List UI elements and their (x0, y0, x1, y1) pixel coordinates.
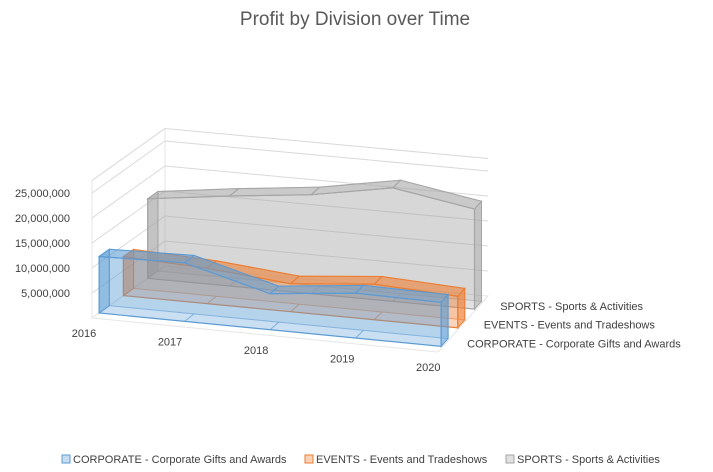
series-top-segment (268, 284, 365, 295)
y-tick-label: 10,000,000 (15, 263, 70, 275)
y-tick-label: 20,000,000 (15, 213, 70, 225)
depth-axis-label: SPORTS - Sports & Activities (500, 301, 643, 313)
y-tick-label: 15,000,000 (15, 238, 70, 250)
series-right-cap (457, 287, 466, 330)
series-0 (97, 248, 450, 348)
depth-axis: SPORTS - Sports & Activities EVENTS - Eve… (467, 301, 681, 350)
legend-item[interactable]: SPORTS - Sports & Activities (505, 454, 660, 466)
depth-axis-label: CORPORATE - Corporate Gifts and Awards (467, 338, 681, 350)
legend-label: EVENTS - Events and Tradeshows (316, 454, 488, 466)
series-right-cap (440, 293, 449, 348)
y-tick-label: 5,000,000 (21, 288, 70, 300)
series-divider (206, 295, 217, 305)
x-tick-label: 2018 (244, 345, 268, 357)
y-tick-label: 25,000,000 (15, 188, 70, 200)
chart-title: Profit by Division over Time (240, 9, 470, 30)
x-tick-label: 2019 (330, 353, 354, 365)
series-divider (373, 311, 383, 321)
legend-label: SPORTS - Sports & Activities (517, 454, 660, 466)
legend-swatch (304, 454, 314, 464)
series-layer (97, 179, 483, 348)
legend-item[interactable]: CORPORATE - Corporate Gifts and Awards (61, 454, 287, 466)
x-tick-label: 2017 (158, 336, 182, 348)
series-divider (269, 321, 280, 331)
legend-swatch (505, 454, 515, 464)
x-tick-label: 2020 (416, 362, 440, 374)
floor (90, 265, 490, 353)
legend-item[interactable]: EVENTS - Events and Tradeshows (304, 454, 488, 466)
x-axis: 2016 2017 2018 2019 2020 (72, 328, 441, 374)
gridline (91, 240, 489, 294)
legend[interactable]: CORPORATE - Corporate Gifts and Awards EV… (61, 454, 660, 466)
legend-swatch (61, 454, 71, 464)
series-divider (184, 313, 195, 322)
x-tick-label: 2016 (72, 328, 96, 340)
series-divider (355, 330, 364, 339)
series-top-segment (289, 275, 384, 285)
gridline (91, 140, 489, 194)
legend-label: CORPORATE - Corporate Gifts and Awards (73, 454, 287, 466)
gridline (91, 127, 489, 181)
depth-axis-label: EVENTS - Events and Tradeshows (484, 320, 656, 332)
series-right-cap (474, 199, 482, 311)
y-axis: 5,000,000 10,000,000 15,000,000 20,000,000 2… (15, 188, 70, 300)
series-divider (290, 303, 300, 313)
